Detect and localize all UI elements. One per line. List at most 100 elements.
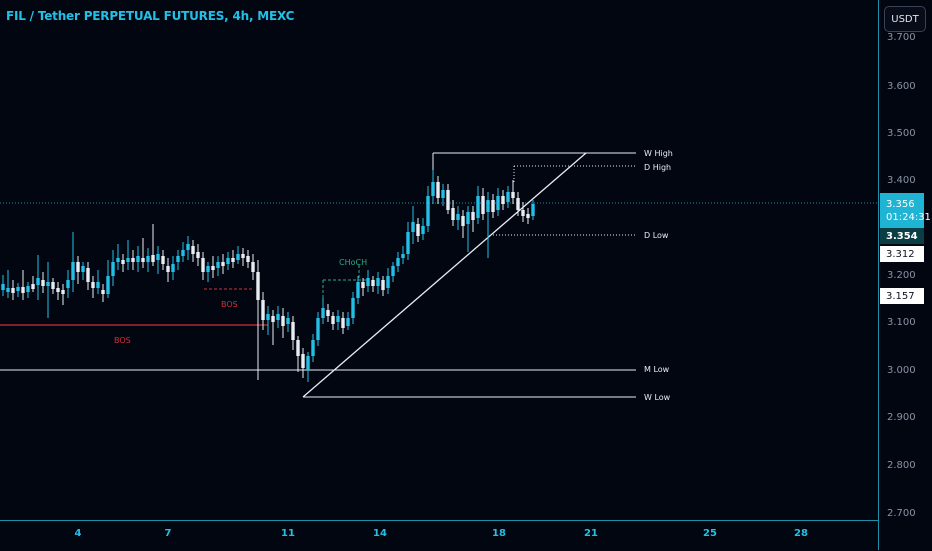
candle-body — [311, 340, 315, 356]
candle-body — [6, 288, 10, 292]
candle-body — [176, 256, 180, 262]
bos-label-1: BOS — [114, 336, 131, 345]
candle-body — [271, 316, 275, 322]
candle-body — [86, 268, 90, 282]
price-tick: 3.400 — [887, 175, 916, 186]
candle-body — [446, 190, 450, 210]
candle-body — [451, 208, 455, 220]
candle-body — [531, 204, 535, 216]
candle-body — [456, 214, 460, 220]
candle-body — [16, 287, 20, 291]
candle-body — [1, 284, 5, 290]
d-high-label: D High — [644, 163, 672, 172]
candle-body — [191, 246, 195, 254]
candle-body — [481, 196, 485, 214]
candle-body — [96, 282, 100, 288]
candle-body — [166, 266, 170, 272]
candle-body — [76, 262, 80, 272]
candle-body — [91, 282, 95, 288]
candle-body — [201, 258, 205, 272]
candle-body — [496, 196, 500, 210]
d-low-label: D Low — [644, 231, 669, 240]
trend-line[interactable] — [302, 152, 587, 398]
candle-body — [256, 272, 260, 300]
candle-body — [186, 244, 190, 250]
candle-body — [471, 212, 475, 220]
candle-body — [506, 192, 510, 202]
price-tick: 3.100 — [887, 317, 916, 328]
time-axis[interactable] — [0, 520, 878, 551]
candle-body — [211, 266, 215, 270]
candle-body — [381, 280, 385, 290]
price-tick: 3.500 — [887, 128, 916, 139]
candle-body — [431, 182, 435, 196]
candle-body — [181, 250, 185, 256]
candle-body — [106, 276, 110, 294]
candle-body — [396, 258, 400, 266]
candle-body — [316, 318, 320, 340]
time-tick: 28 — [794, 528, 808, 539]
candle-body — [196, 252, 200, 258]
candle-body — [126, 258, 130, 262]
candle-body — [346, 318, 350, 326]
candle-body — [466, 212, 470, 224]
candle-body — [171, 264, 175, 272]
candle-body — [426, 196, 430, 226]
candle-body — [11, 288, 15, 293]
candle-body — [281, 316, 285, 326]
choch-label: CHoCH — [339, 258, 368, 267]
candle-body — [276, 314, 280, 320]
candle-body — [491, 200, 495, 212]
currency-button[interactable]: USDT — [884, 6, 926, 32]
candle-body — [206, 266, 210, 272]
candle-body — [266, 314, 270, 320]
candle-body — [301, 354, 305, 368]
candle-body — [461, 216, 465, 226]
candle-body — [356, 282, 360, 298]
candle-body — [56, 288, 60, 292]
price-axis[interactable] — [878, 0, 932, 550]
price-tick: 3.000 — [887, 365, 916, 376]
candle-body — [341, 318, 345, 328]
price-tick: 2.700 — [887, 508, 916, 519]
candle-body — [366, 278, 370, 286]
candle-body — [31, 284, 35, 289]
candle-body — [306, 356, 310, 370]
candle-body — [26, 286, 30, 292]
candle-body — [261, 300, 265, 320]
last-price-value: 3.356 — [886, 199, 915, 210]
candle-body — [326, 310, 330, 316]
candle-body — [151, 255, 155, 262]
time-tick: 18 — [492, 528, 506, 539]
candle-body — [226, 258, 230, 264]
bar-countdown: 01:24:31 — [886, 212, 931, 223]
w-high-label: W High — [644, 149, 673, 158]
price-tick: 2.800 — [887, 460, 916, 471]
candle-body — [66, 280, 70, 288]
candle-body — [476, 196, 480, 218]
candle-body — [516, 198, 520, 210]
candle-body — [331, 316, 335, 324]
candle-body — [286, 318, 290, 324]
candle-body — [486, 200, 490, 212]
time-tick: 25 — [703, 528, 717, 539]
candle-body — [296, 340, 300, 356]
candle-body — [441, 190, 445, 198]
symbol-title[interactable]: FIL / Tether PERPETUAL FUTURES, 4h, MEXC — [6, 9, 295, 23]
candle-body — [351, 298, 355, 318]
candle-body — [36, 278, 40, 285]
candle-body — [336, 316, 340, 322]
price-level-tag: 3.312 — [880, 246, 924, 262]
candle-body — [221, 262, 225, 266]
candle-body — [511, 192, 515, 198]
candle-body — [131, 258, 135, 262]
candle-body — [376, 278, 380, 286]
price-tick: 3.200 — [887, 270, 916, 281]
price-level-tag: 3.354 — [880, 228, 924, 244]
candle-body — [121, 260, 125, 264]
candle-body — [81, 266, 85, 272]
candle-body — [41, 280, 45, 286]
candle-body — [101, 290, 105, 294]
time-tick: 4 — [74, 528, 82, 539]
